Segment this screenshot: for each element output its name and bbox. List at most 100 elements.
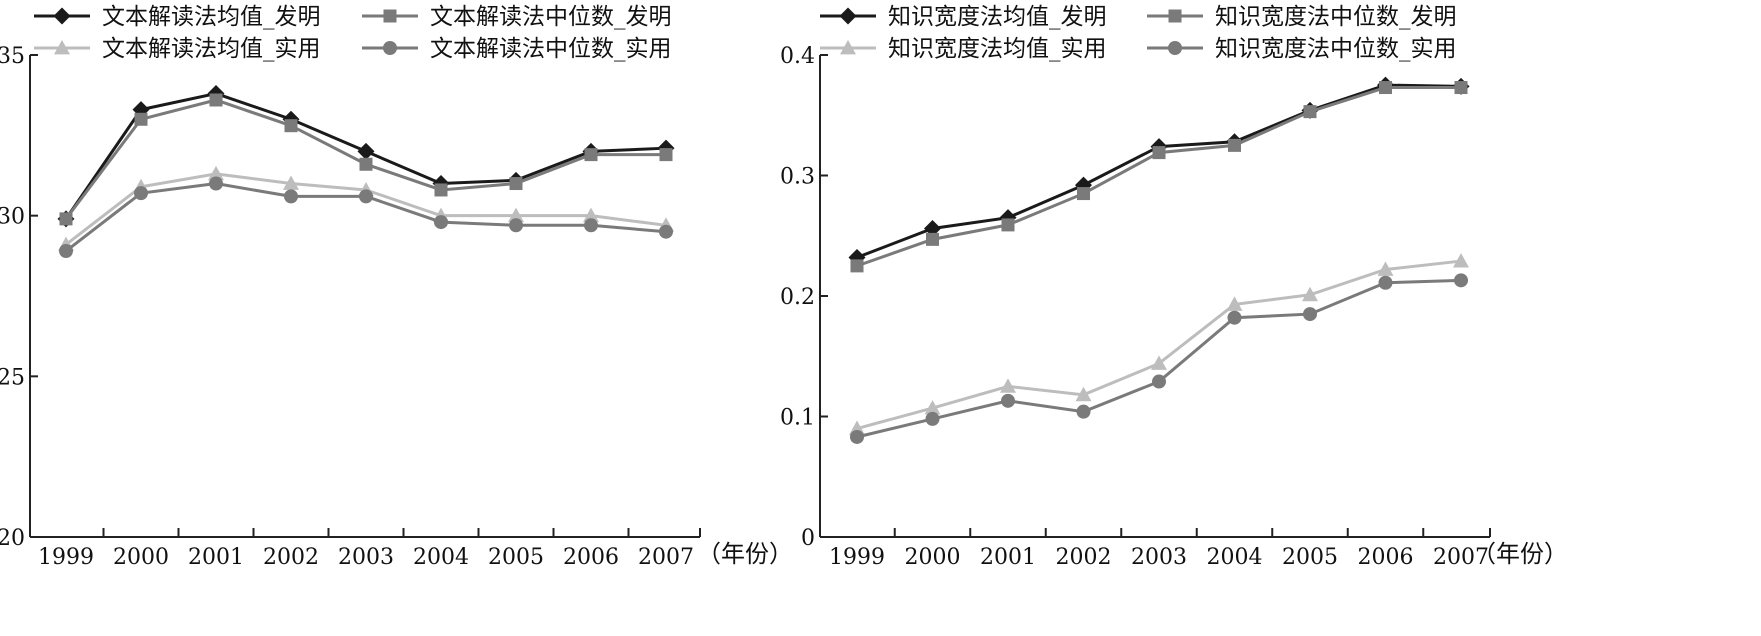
x-axis-label: （年份） [1472, 540, 1568, 568]
data-point [1077, 187, 1090, 201]
legend-label: 知识宽度法均值_实用 [888, 36, 1107, 62]
y-tick-label: 0.1 [780, 406, 815, 431]
y-tick-label: 35 [0, 44, 25, 69]
x-tick-label: 2005 [1282, 545, 1338, 570]
legend-label: 文本解读法均值_实用 [102, 36, 321, 62]
legend-marker [840, 40, 856, 55]
data-point [1226, 296, 1243, 311]
data-point [1228, 138, 1241, 152]
data-point [1001, 218, 1015, 232]
data-point [659, 224, 673, 239]
data-point [1453, 253, 1469, 268]
y-tick-label: 30 [0, 205, 25, 230]
x-tick-label: 2006 [563, 545, 619, 570]
data-point [1302, 286, 1318, 302]
data-point [1303, 307, 1317, 322]
data-point [584, 148, 598, 162]
legend-marker [54, 40, 70, 55]
legend-item: 知识宽度法中位数_发明 [1147, 4, 1457, 30]
data-point [1378, 275, 1393, 290]
data-point [1001, 393, 1015, 408]
x-axis-label: （年份） [697, 540, 793, 568]
x-tick-label: 2004 [413, 545, 469, 570]
x-tick-label: 1999 [829, 545, 885, 570]
x-tick-label: 2003 [1131, 545, 1187, 570]
x-tick-label: 2000 [905, 545, 961, 570]
x-tick-label: 2007 [1433, 545, 1489, 570]
data-point [59, 244, 73, 259]
legend-marker [383, 9, 397, 23]
data-point [1454, 81, 1468, 95]
data-point [209, 176, 223, 191]
data-point [283, 175, 299, 190]
legend-label: 知识宽度法中位数_实用 [1215, 36, 1457, 62]
y-tick-label: 0.4 [780, 44, 815, 69]
legend-item: 文本解读法中位数_实用 [362, 36, 672, 62]
data-point [926, 232, 939, 246]
legend-marker [1168, 41, 1182, 55]
legend-item: 知识宽度法均值_发明 [820, 4, 1107, 30]
series-line [856, 83, 1462, 259]
series-1 [57, 85, 675, 228]
data-point [1152, 374, 1166, 389]
series-2 [59, 93, 673, 226]
data-point [357, 142, 375, 160]
data-point [583, 207, 599, 223]
data-point [209, 93, 223, 107]
data-point [925, 411, 940, 426]
series-line [856, 259, 1462, 430]
legend-label: 知识宽度法均值_发明 [888, 4, 1107, 30]
legend-label: 知识宽度法中位数_发明 [1215, 4, 1457, 30]
data-point [434, 215, 448, 230]
x-tick-label: 2002 [1056, 545, 1112, 570]
x-tick-label: 2005 [488, 545, 544, 570]
data-point [359, 157, 373, 171]
y-tick-label: 25 [0, 365, 25, 390]
series-2 [850, 81, 1468, 273]
data-point [1454, 273, 1468, 288]
legend-label: 文本解读法中位数_发明 [430, 4, 672, 30]
x-tick-label: 2004 [1207, 545, 1263, 570]
data-point [1076, 404, 1091, 419]
x-tick-label: 2003 [338, 545, 394, 570]
data-point [1075, 386, 1092, 402]
data-point [359, 189, 373, 204]
data-point [208, 165, 224, 181]
data-point [509, 218, 523, 233]
data-point [284, 189, 298, 204]
y-tick-label: 0.3 [780, 165, 815, 190]
data-point [1379, 81, 1392, 95]
series-4 [59, 176, 673, 259]
legend-item: 知识宽度法中位数_实用 [1147, 36, 1457, 62]
data-point [850, 429, 864, 444]
x-tick-label: 2007 [638, 545, 694, 570]
data-point [134, 186, 148, 201]
legend-item: 文本解读法均值_发明 [34, 4, 321, 30]
data-point [659, 148, 673, 162]
data-point [59, 212, 73, 226]
data-point [134, 112, 148, 126]
x-tick-label: 2006 [1358, 545, 1414, 570]
data-point [1303, 105, 1317, 119]
x-tick-label: 2002 [263, 545, 319, 570]
legend-marker [383, 41, 397, 55]
series-3 [58, 165, 674, 251]
legend-item: 文本解读法均值_实用 [34, 36, 321, 62]
y-tick-label: 20 [0, 526, 25, 551]
legend-item: 知识宽度法均值_实用 [820, 36, 1107, 62]
data-point [509, 177, 523, 191]
legend-marker [1168, 9, 1182, 23]
data-point [1152, 146, 1166, 160]
data-point [1227, 310, 1242, 325]
data-point [924, 400, 941, 415]
data-point [1377, 261, 1394, 276]
legend-item: 文本解读法中位数_发明 [362, 4, 672, 30]
legend-marker [839, 7, 857, 25]
y-tick-label: 0.2 [780, 285, 815, 310]
data-point [1151, 355, 1167, 370]
legend-label: 文本解读法均值_发明 [102, 4, 321, 30]
data-point [1000, 378, 1016, 393]
chart-panel-1: 20 25 30 35 1999 2000 2001 2002 2003 2004 2005 2006… [0, 4, 793, 570]
chart-panel-2: 0 0.1 0.2 0.3 0.4 1999 2000 2001 2002 2003 2004 200… [780, 4, 1568, 570]
